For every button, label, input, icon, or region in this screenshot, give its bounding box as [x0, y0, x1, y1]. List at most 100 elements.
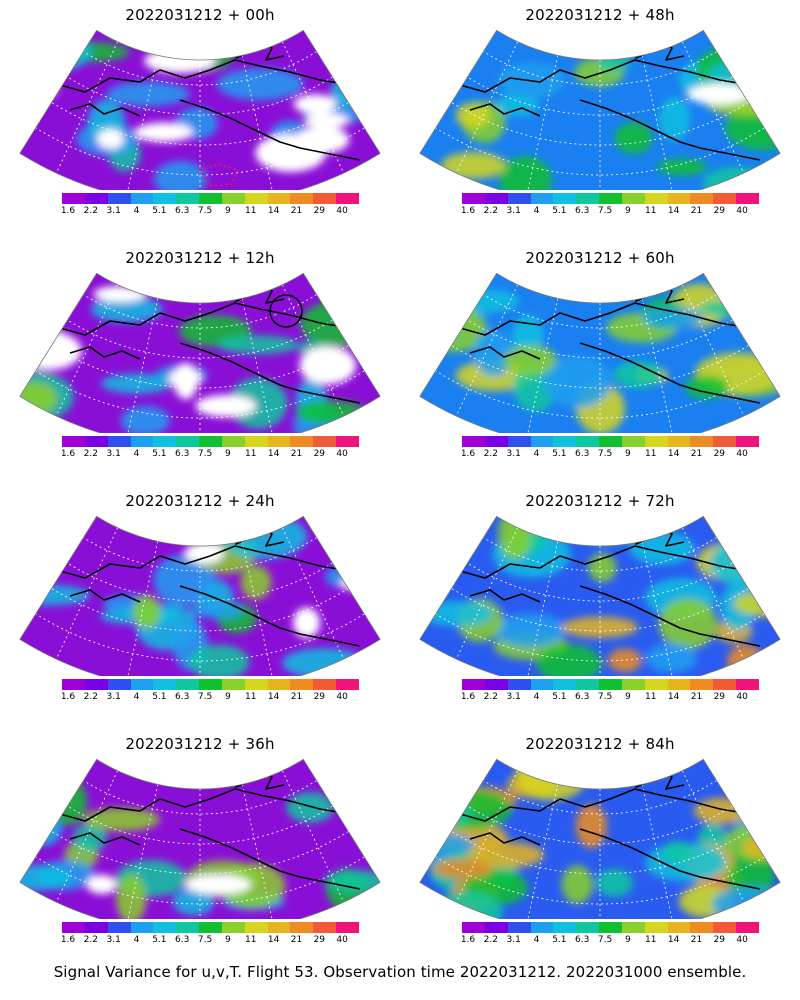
colorbar-tick-label: 2.2 [483, 935, 499, 945]
colorbar-tick-label: 29 [313, 206, 326, 216]
colorbar-swatch [644, 436, 668, 447]
colorbar-swatch [153, 436, 177, 447]
colorbar-tick-label: 4 [133, 692, 140, 702]
colorbar-swatch [553, 922, 577, 933]
map-panel: 2022031212 + 72h 1.6 2.2 3.1 4 5.1 6.3 7.5 9 11 14… [400, 486, 800, 726]
colorbar-swatch [244, 679, 268, 690]
colorbar-tick-label: 7.5 [197, 449, 213, 459]
colorbar-swatch [336, 436, 359, 447]
colorbar-swatch [621, 679, 645, 690]
colorbar-tick-label: 1.6 [60, 692, 76, 702]
colorbar-swatch [221, 679, 245, 690]
colorbar [462, 922, 759, 933]
colorbar [462, 679, 759, 690]
colorbar-swatch [462, 436, 485, 447]
colorbar-swatch [199, 922, 222, 933]
colorbar-swatch [267, 679, 291, 690]
colorbar-tick-label: 9 [225, 206, 231, 216]
colorbar-swatch [244, 436, 268, 447]
colorbar-tick-label: 14 [267, 206, 280, 216]
panel-title: 2022031212 + 84h [525, 735, 675, 753]
colorbar-swatch [336, 922, 359, 933]
colorbar-tick-label: 40 [736, 449, 748, 459]
colorbar-swatch [107, 193, 131, 204]
colorbar-tick-label: 5.1 [152, 935, 167, 945]
colorbar-tick-label: 6.3 [175, 692, 190, 702]
colorbar-swatch [553, 679, 577, 690]
colorbar-tick-label: 29 [313, 935, 326, 945]
colorbar-swatch [290, 679, 314, 690]
colorbar-tick-label: 40 [336, 692, 348, 702]
colorbar-tick-label: 21 [290, 449, 303, 459]
colorbar-tick-label: 5.1 [552, 449, 567, 459]
colorbar-swatch [690, 922, 714, 933]
colorbar-swatch [599, 193, 622, 204]
panel-title: 2022031212 + 60h [525, 249, 675, 267]
colorbar-swatch [667, 436, 691, 447]
colorbar-swatch [62, 922, 85, 933]
colorbar-swatch [484, 922, 508, 933]
colorbar-tick-label: 7.5 [597, 935, 613, 945]
colorbar-swatch [644, 922, 668, 933]
colorbar-tick-label: 11 [645, 935, 657, 945]
colorbar-tick-label: 29 [713, 692, 726, 702]
colorbar-tick-label: 4 [133, 449, 140, 459]
colorbar-swatch [62, 193, 85, 204]
colorbar-tick-label: 21 [290, 206, 303, 216]
colorbar-swatch [130, 679, 154, 690]
colorbar-swatch [736, 922, 759, 933]
colorbar-swatch [667, 679, 691, 690]
colorbar [62, 679, 359, 690]
colorbar-tick-label: 5.1 [552, 935, 567, 945]
colorbar-swatch [176, 922, 200, 933]
colorbar-tick-label: 9 [225, 935, 231, 945]
colorbar-tick-label: 5.1 [152, 692, 167, 702]
colorbar-swatch [336, 679, 359, 690]
colorbar-swatch [736, 193, 759, 204]
colorbar-tick-label: 14 [267, 449, 280, 459]
colorbar-tick-label: 7.5 [197, 206, 213, 216]
colorbar-tick-label: 7.5 [597, 692, 613, 702]
panel-title: 2022031212 + 48h [525, 6, 675, 24]
colorbar-tick-label: 2.2 [83, 449, 99, 459]
colorbar-tick-label: 3.1 [106, 692, 121, 702]
colorbar-ticks: 1.6 2.2 3.1 4 5.1 6.3 7.5 9 11 14 21 29 40 [461, 206, 759, 218]
colorbar-tick-label: 1.6 [60, 206, 76, 216]
colorbar-swatch [530, 436, 554, 447]
colorbar-tick-label: 9 [625, 206, 631, 216]
colorbar-tick-label: 6.3 [175, 935, 190, 945]
colorbar-swatch [621, 193, 645, 204]
colorbar-swatch [244, 193, 268, 204]
colorbar-swatch [484, 679, 508, 690]
colorbar-tick-label: 40 [736, 206, 748, 216]
colorbar-swatch [130, 193, 154, 204]
colorbar-ticks: 1.6 2.2 3.1 4 5.1 6.3 7.5 9 11 14 21 29 40 [60, 692, 359, 704]
colorbar-swatch [244, 922, 268, 933]
colorbar-tick-label: 3.1 [106, 206, 121, 216]
colorbar-swatch [199, 436, 222, 447]
colorbar-tick-label: 14 [667, 206, 680, 216]
colorbar-tick-label: 1.6 [460, 449, 476, 459]
colorbar-tick-label: 14 [667, 449, 680, 459]
colorbar-tick-label: 2.2 [483, 692, 499, 702]
colorbar-swatch [84, 193, 108, 204]
colorbar-swatch [221, 436, 245, 447]
colorbar-swatch [313, 193, 337, 204]
colorbar-tick-label: 4 [133, 206, 140, 216]
colorbar-tick-label: 40 [336, 449, 348, 459]
panel-title: 2022031212 + 36h [125, 735, 275, 753]
map-panel: 2022031212 + 24h 1.6 2.2 3.1 4 5.1 6.3 7.5 9 11 14… [0, 486, 400, 726]
colorbar-swatch [713, 679, 737, 690]
colorbar-tick-label: 14 [667, 692, 680, 702]
colorbar-swatch [713, 193, 737, 204]
colorbar-tick-label: 21 [690, 692, 703, 702]
colorbar-swatch [107, 922, 131, 933]
colorbar-tick-label: 14 [667, 935, 680, 945]
colorbar-tick-label: 29 [713, 935, 726, 945]
colorbar [62, 193, 359, 204]
colorbar-swatch [107, 436, 131, 447]
colorbar-tick-label: 1.6 [60, 449, 76, 459]
colorbar-tick-label: 40 [736, 692, 748, 702]
highlight-contour [198, 162, 240, 188]
colorbar-ticks: 1.6 2.2 3.1 4 5.1 6.3 7.5 9 11 14 21 29 40 [461, 692, 759, 704]
